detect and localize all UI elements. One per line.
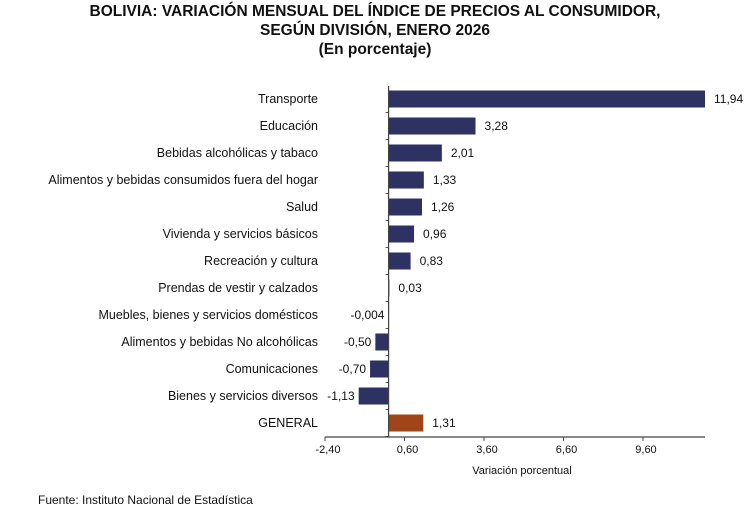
category-label: Prendas de vestir y calzados bbox=[158, 281, 318, 295]
data-label: 3,28 bbox=[485, 119, 509, 133]
bar bbox=[370, 360, 389, 378]
data-label: 1,31 bbox=[432, 416, 456, 430]
category-label: Recreación y cultura bbox=[204, 254, 318, 268]
bar bbox=[388, 252, 411, 270]
bar bbox=[358, 387, 389, 405]
x-tick-label: 3,60 bbox=[476, 444, 497, 456]
data-label: 0,83 bbox=[420, 254, 444, 268]
data-label: 0,03 bbox=[398, 281, 422, 295]
bar bbox=[375, 333, 389, 351]
bar bbox=[388, 117, 476, 135]
data-label: -0,50 bbox=[344, 335, 372, 349]
category-label: Educación bbox=[260, 119, 318, 133]
data-label: 11,94 bbox=[714, 92, 743, 106]
data-label: 1,26 bbox=[431, 200, 455, 214]
chart-title: BOLIVIA: VARIACIÓN MENSUAL DEL ÍNDICE DE… bbox=[0, 2, 750, 59]
chart-title-line-1: BOLIVIA: VARIACIÓN MENSUAL DEL ÍNDICE DE… bbox=[89, 3, 661, 20]
bar bbox=[388, 171, 424, 189]
x-tick-label: 9,60 bbox=[635, 444, 656, 456]
data-label: -1,13 bbox=[327, 389, 355, 403]
x-tick-label: -2,40 bbox=[315, 444, 340, 456]
data-label: 0,96 bbox=[423, 227, 447, 241]
category-label: Salud bbox=[286, 200, 318, 214]
chart-subtitle: (En porcentaje) bbox=[318, 41, 432, 58]
category-label: Bienes y servicios diversos bbox=[168, 389, 318, 403]
chart-title-line-2: SEGÚN DIVISIÓN, ENERO 2026 bbox=[260, 22, 490, 39]
bar bbox=[388, 198, 422, 216]
category-label: Vivienda y servicios básicos bbox=[163, 227, 318, 241]
bar bbox=[388, 90, 705, 108]
bar bbox=[388, 144, 442, 162]
category-label: Comunicaciones bbox=[226, 362, 318, 376]
category-label: Muebles, bienes y servicios domésticos bbox=[98, 308, 318, 322]
data-label: -0,004 bbox=[350, 308, 384, 322]
data-label: 1,33 bbox=[433, 173, 457, 187]
data-label: -0,70 bbox=[339, 362, 367, 376]
data-label: 2,01 bbox=[451, 146, 475, 160]
source-note: Fuente: Instituto Nacional de Estadístic… bbox=[38, 493, 253, 507]
bar bbox=[388, 414, 424, 432]
category-label: Alimentos y bebidas No alcohólicas bbox=[121, 335, 318, 349]
category-label: Transporte bbox=[258, 92, 318, 106]
x-tick-label: 6,60 bbox=[556, 444, 577, 456]
category-label: Alimentos y bebidas consumidos fuera del… bbox=[48, 173, 318, 187]
x-tick-label: 0,60 bbox=[397, 444, 418, 456]
category-label: Bebidas alcohólicas y tabaco bbox=[157, 146, 318, 160]
category-label: GENERAL bbox=[258, 416, 318, 430]
x-axis-title: Variación porcentual bbox=[472, 465, 571, 477]
bar bbox=[388, 225, 415, 243]
